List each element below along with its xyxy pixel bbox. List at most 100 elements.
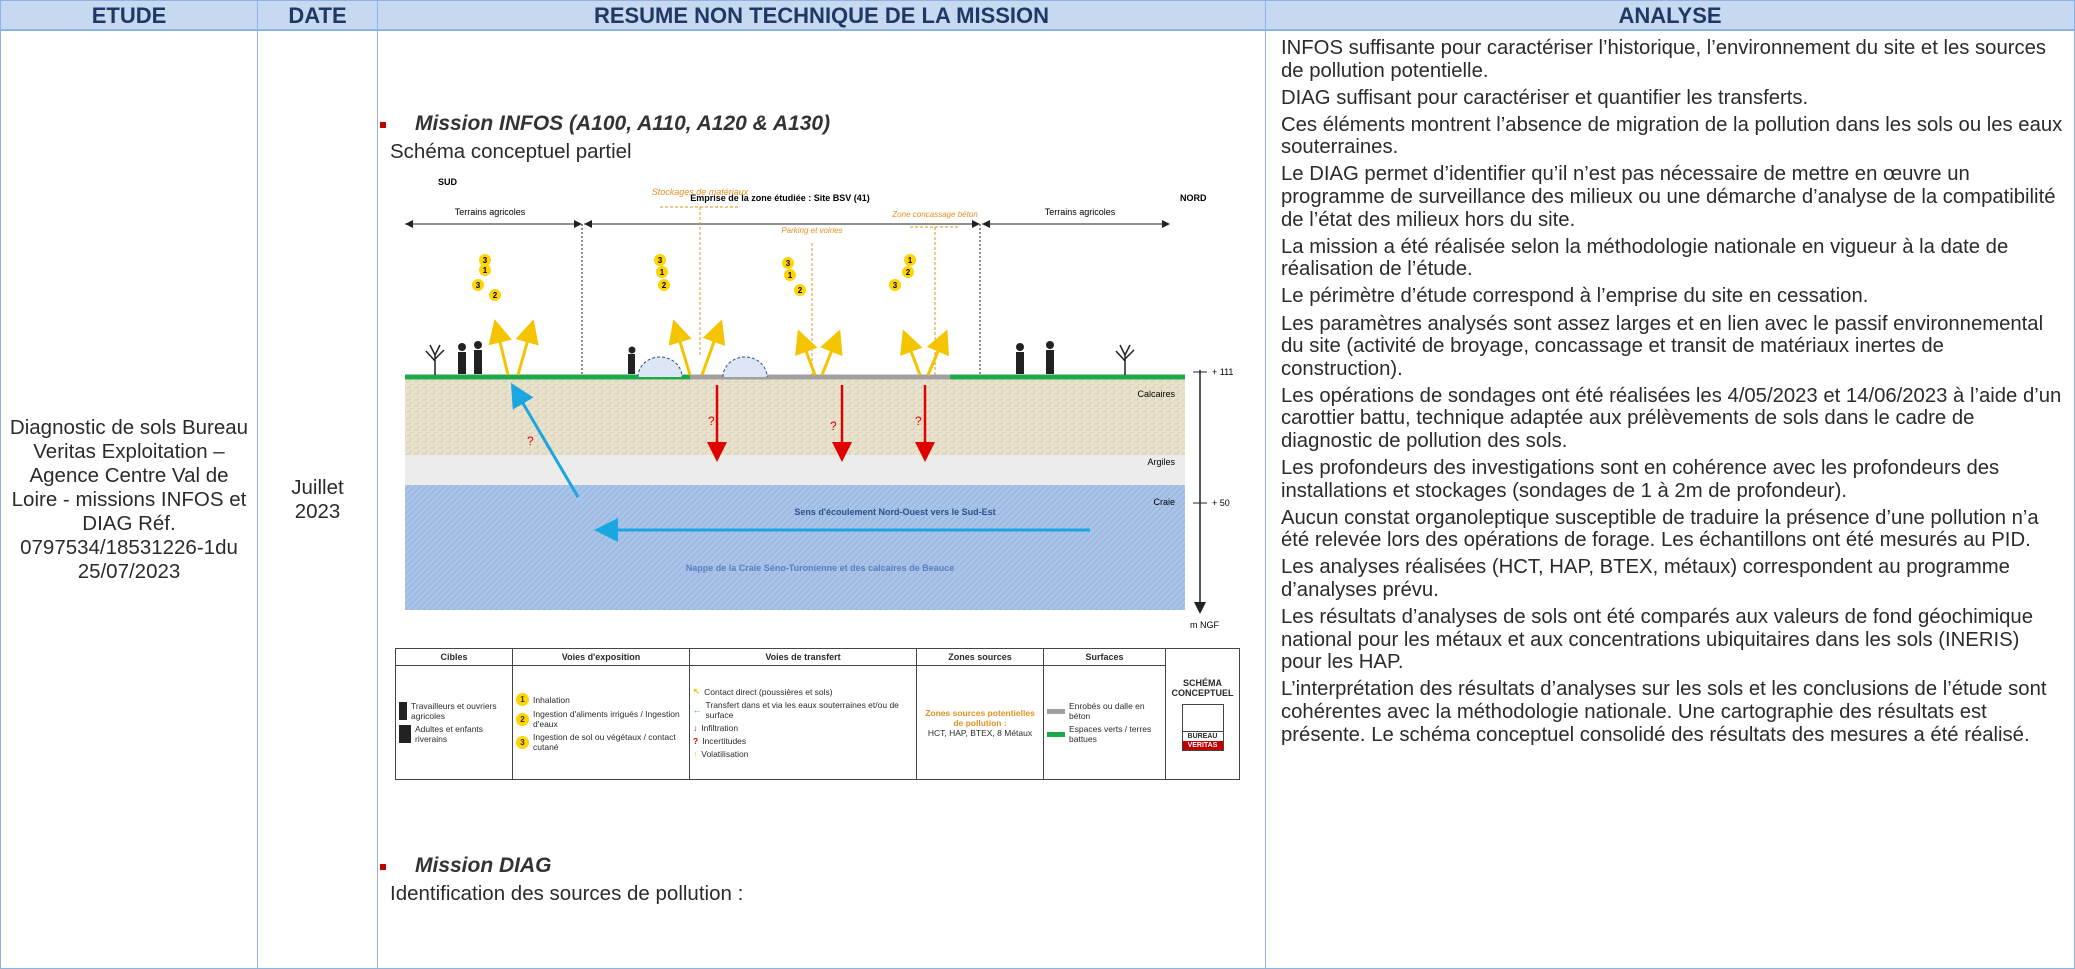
legend-number: 3 xyxy=(516,735,529,749)
mission-title: Mission DIAG xyxy=(415,854,552,877)
layer xyxy=(405,485,1185,610)
caption: Identification des sources de pollution … xyxy=(390,882,744,905)
legend-item: Espaces verts / terres battues xyxy=(1047,724,1162,744)
logo: BUREAU VERITAS xyxy=(1181,703,1224,751)
legend-text: Travailleurs et ouvriers agricoles xyxy=(411,701,497,721)
stockpile xyxy=(637,356,683,378)
date-cell: Juillet 2023 xyxy=(257,30,378,969)
legend-text: Adultes et enfants riverains xyxy=(415,724,484,744)
legend-cell: Zones sources potentielles de pollution … xyxy=(916,665,1044,780)
label: ? xyxy=(527,434,534,448)
label: Parking et voiries xyxy=(781,226,842,235)
legend-cell: Travailleurs et ouvriers agricoles Adult… xyxy=(395,665,513,780)
label: ? xyxy=(708,414,715,428)
exposure-number: 1 xyxy=(908,256,913,265)
label: Calcaires xyxy=(1137,389,1175,399)
exposure-marker xyxy=(889,279,901,291)
legend-item: Travailleurs et ouvriers agricoles xyxy=(399,701,509,721)
legend-number: 2 xyxy=(516,712,529,726)
scale-label: + 50 xyxy=(1212,498,1230,508)
paragraph: La mission a été réalisée selon la métho… xyxy=(1281,235,2009,281)
logo-text: BUREAU xyxy=(1187,732,1218,740)
layer xyxy=(405,455,1185,485)
exposure-marker xyxy=(794,284,806,296)
exposure-marker xyxy=(782,257,794,269)
label: ? xyxy=(915,414,922,428)
label: Sens d'écoulement Nord-Ouest vers le Sud… xyxy=(794,507,995,517)
legend-table: Cibles Voies d'exposition Voies de trans… xyxy=(395,648,1240,780)
exposure-marker xyxy=(902,266,914,278)
legend-text: Zones sources potentielles de pollution … xyxy=(925,707,1035,728)
label: Stockages de matériaux xyxy=(652,187,749,197)
mission-title: Mission INFOS (A100, A110, A120 & A130) xyxy=(415,112,831,135)
bullet xyxy=(380,864,386,870)
legend-text: Ingestion d'aliments irrigués / Ingestio… xyxy=(533,709,680,729)
exposure-number: 3 xyxy=(476,281,481,290)
legend-logo-cell: SCHÉMA CONCEPTUEL BUREAU VERITAS xyxy=(1165,648,1240,780)
header-cell: ANALYSE xyxy=(1265,0,2075,30)
exposure-marker xyxy=(479,254,491,266)
arrow xyxy=(510,382,580,498)
exposure-number: 1 xyxy=(788,271,793,280)
etude-cell: Diagnostic de sols Bureau Veritas Exploi… xyxy=(0,30,258,969)
volatilisation-arrows xyxy=(488,319,950,376)
legend-cell: 1 Inhalation 2 Ingestion d'aliments irrigué… xyxy=(512,665,690,780)
exposure-number: 3 xyxy=(786,259,791,268)
legend-item: Adultes et enfants riverains xyxy=(399,724,509,744)
people xyxy=(458,341,1054,374)
paragraph: Le DIAG permet d’identifier qu’il n’est … xyxy=(1281,163,2056,231)
label: ? xyxy=(830,419,837,433)
paragraph: Les résultats d’analyses de sols ont été… xyxy=(1281,606,2033,674)
paragraph: Les analyses réalisées (HCT, HAP, BTEX, … xyxy=(1281,556,2010,602)
label: NORD xyxy=(1180,193,1207,203)
logo-text: VERITAS xyxy=(1182,740,1223,750)
label: Nappe de la Craie Séno-Turonienne et des… xyxy=(686,563,954,573)
scale-label: m NGF xyxy=(1190,620,1219,630)
header-cell: RESUME NON TECHNIQUE DE LA MISSION xyxy=(377,0,1266,30)
legend-item: ? Incertitudes xyxy=(693,736,913,746)
paragraph: DIAG suffisant pour caractériser et quan… xyxy=(1281,86,1809,109)
paragraph: Les profondeurs des investigations sont … xyxy=(1281,457,2000,502)
legend-text: Volatilisation xyxy=(701,749,749,759)
legend-text: Infiltration xyxy=(701,723,739,733)
exposure-number: 2 xyxy=(662,281,667,290)
legend-text: Ingestion de sol ou végétaux / contact c… xyxy=(533,732,676,752)
conceptual-diagram: SUD NORD Emprise de la zone étudiée : Si… xyxy=(405,177,1233,630)
legend-text: Inhalation xyxy=(533,694,570,705)
exposure-marker xyxy=(654,254,666,266)
scale-label: + 111 xyxy=(1212,367,1233,377)
legend-text: Espaces verts / terres battues xyxy=(1069,724,1152,744)
label: Craie xyxy=(1153,497,1175,507)
legend-item: ↑ Volatilisation xyxy=(693,749,749,759)
legend-header: Zones sources xyxy=(916,648,1044,666)
exposure-number: 3 xyxy=(893,281,898,290)
legend-cell: Enrobés ou dalle en béton Espaces verts … xyxy=(1043,665,1166,780)
paragraph: Le périmètre d’étude correspond à l’empr… xyxy=(1281,285,1869,308)
layer xyxy=(405,378,1185,455)
exposure-marker xyxy=(656,266,668,278)
legend-item: 1 Inhalation xyxy=(516,693,686,706)
legend-text: Incertitudes xyxy=(702,736,747,746)
exposure-marker xyxy=(784,269,796,281)
label: Argiles xyxy=(1147,457,1175,467)
label: Zone concassage béton xyxy=(891,210,978,219)
exposure-number: 1 xyxy=(660,268,665,277)
legend-text: Contact direct (poussières et sols) xyxy=(704,686,833,697)
paragraph: Ces éléments montrent l’absence de migra… xyxy=(1281,113,2063,159)
legend-text: HCT, HAP, BTEX, 8 Métaux xyxy=(927,727,1033,738)
exposure-marker xyxy=(479,264,491,276)
legend-title: SCHÉMA CONCEPTUEL xyxy=(1171,677,1234,698)
legend-text: Enrobés ou dalle en béton xyxy=(1069,701,1145,721)
trees xyxy=(425,344,1135,375)
exposure-number: 2 xyxy=(493,291,498,300)
exposure-number: 2 xyxy=(798,286,803,295)
exposure-marker xyxy=(904,254,916,266)
label: Emprise de la zone étudiée : Site BSV (4… xyxy=(690,193,870,203)
legend-header: Cibles xyxy=(395,648,513,666)
exposure-marker xyxy=(489,289,501,301)
legend-item: ↓ Infiltration xyxy=(693,723,739,733)
legend-item: ↖ Contact direct (poussières et sols) xyxy=(693,686,833,697)
legend-item: 2 Ingestion d'aliments irrigués / Ingesti… xyxy=(516,709,686,729)
